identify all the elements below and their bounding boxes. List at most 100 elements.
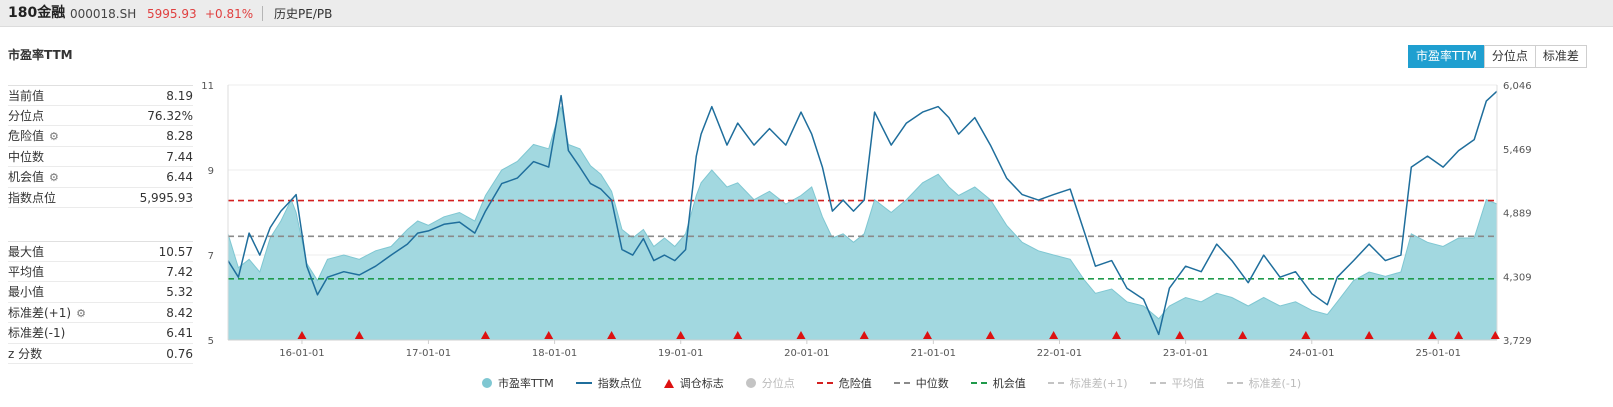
stat-value: 7.44 [166, 149, 193, 164]
panel-title: 市盈率TTM [8, 48, 73, 62]
rebalance-marker [1175, 331, 1185, 339]
stat-row-danger: 危险值 ⚙ 8.28 [8, 126, 193, 147]
rebalance-marker [676, 331, 686, 339]
x-tick-label: 23-01-01 [1163, 348, 1208, 359]
stat-label: 指数点位 [8, 190, 57, 205]
stat-label: z 分数 [8, 346, 43, 361]
rebalance-marker [297, 331, 307, 339]
stat-value: 8.19 [166, 89, 193, 103]
dash-line-icon [970, 382, 987, 384]
x-tick-label: 24-01-01 [1289, 348, 1334, 359]
legend-label: 平均值 [1171, 377, 1205, 390]
legend-item[interactable]: 标准差(+1) [1047, 375, 1128, 391]
legend-item[interactable]: 指数点位 [575, 375, 642, 391]
dash-line-icon [1226, 382, 1243, 384]
gear-icon[interactable]: ⚙ [49, 171, 59, 184]
stat-value: 7.42 [166, 264, 193, 279]
stat-label: 标准差(+1) ⚙ [8, 303, 86, 324]
chart-legend: 市盈率TTM 指数点位 调仓标志 分位点 危险值 中位数 机会值 标准差(+1) 平均值 标准差(… [482, 375, 1323, 391]
index-name: 180金融 [8, 5, 66, 21]
stat-value: 5.32 [166, 285, 193, 299]
stat-label: 标准差(-1) [8, 326, 66, 340]
stat-value: 10.57 [158, 245, 193, 259]
stat-row-std-plus: 标准差(+1) ⚙ 8.42 [8, 303, 193, 324]
rebalance-marker [544, 331, 554, 339]
stat-label: 当前值 [8, 89, 45, 103]
legend-item[interactable]: 调仓标志 [663, 375, 724, 391]
rebalance-marker [1301, 331, 1311, 339]
legend-item[interactable]: 机会值 [970, 375, 1026, 391]
gear-icon[interactable]: ⚙ [76, 306, 86, 320]
stat-row-min: 最小值 5.32 [8, 282, 193, 303]
legend-label: 中位数 [915, 377, 949, 390]
tab-std-dev[interactable]: 标准差 [1534, 45, 1587, 68]
stat-row-percentile: 分位点 76.32% [8, 106, 193, 126]
tab-pe-ttm[interactable]: 市盈率TTM [1408, 45, 1485, 68]
rebalance-marker [1454, 331, 1464, 339]
tab-percentile[interactable]: 分位点 [1483, 45, 1536, 68]
y-right-tick-label: 4,309 [1503, 272, 1532, 283]
legend-label: 标准差(-1) [1248, 377, 1302, 390]
stat-value: 8.28 [166, 129, 193, 143]
legend-item[interactable]: 分位点 [745, 375, 795, 391]
legend-label: 分位点 [761, 377, 795, 390]
index-code: 000018.SH [70, 7, 137, 21]
pe-area-outline [227, 106, 1498, 320]
stat-label: 机会值 ⚙ [8, 167, 59, 188]
stat-value: 5,995.93 [139, 190, 193, 205]
stat-row-std-minus: 标准差(-1) 6.41 [8, 323, 193, 344]
rebalance-marker [1364, 331, 1374, 339]
y-left-tick-label: 5 [208, 336, 214, 347]
stat-label: 最小值 [8, 285, 45, 299]
line-icon [575, 382, 592, 384]
stat-label-text: 机会值 [8, 170, 45, 184]
stat-row-median: 中位数 7.44 [8, 147, 193, 167]
dash-line-icon [816, 382, 833, 384]
top-header: 180金融 000018.SH 5995.93 +0.81% 历史PE/PB [0, 0, 1613, 27]
pe-chart[interactable]: 5 7 9 11 3,729 4,309 4,889 5,469 6,046 16-01-01 17… [200, 76, 1560, 376]
stat-label: 最大值 [8, 245, 45, 259]
index-price: 5995.93 [147, 7, 197, 21]
stat-row-current: 当前值 8.19 [8, 85, 193, 106]
legend-item[interactable]: 平均值 [1149, 375, 1205, 391]
legend-label: 调仓标志 [679, 377, 724, 390]
dash-line-icon [893, 382, 910, 384]
y-left-tick-label: 11 [201, 81, 214, 92]
dash-line-icon [1047, 382, 1064, 384]
rebalance-marker [480, 331, 490, 339]
x-tick-label: 19-01-01 [658, 348, 703, 359]
rebalance-marker [859, 331, 869, 339]
legend-item[interactable]: 危险值 [816, 375, 872, 391]
dot-icon [482, 378, 492, 388]
x-tick-label: 17-01-01 [406, 348, 451, 359]
header-divider [262, 6, 263, 21]
legend-item[interactable]: 市盈率TTM [482, 375, 554, 391]
dash-line-icon [1149, 382, 1166, 384]
gear-icon[interactable]: ⚙ [49, 130, 59, 143]
rebalance-marker [985, 331, 995, 339]
page-title: 历史PE/PB [274, 7, 333, 21]
stat-value: 6.41 [166, 326, 193, 340]
stat-label: 危险值 ⚙ [8, 126, 59, 147]
stat-value: 76.32% [147, 108, 193, 123]
legend-item[interactable]: 中位数 [893, 375, 949, 391]
stat-value: 6.44 [166, 170, 193, 184]
rebalance-marker [607, 331, 617, 339]
x-tick-label: 20-01-01 [784, 348, 829, 359]
y-right-tick-label: 3,729 [1503, 336, 1532, 347]
rebalance-marker [922, 331, 932, 339]
rebalance-marker [1112, 331, 1122, 339]
legend-label: 市盈率TTM [498, 377, 554, 390]
dot-icon [745, 378, 756, 388]
stats-history: 最大值 10.57 平均值 7.42 最小值 5.32 标准差(+1) ⚙ 8.4… [8, 241, 193, 364]
y-left-tick-label: 7 [208, 251, 214, 262]
legend-label: 危险值 [838, 377, 872, 390]
stat-label: 分位点 [8, 108, 45, 123]
stat-value: 0.76 [166, 346, 193, 361]
stat-value: 8.42 [166, 305, 193, 320]
triangle-icon [663, 378, 674, 388]
index-line-series [227, 90, 1498, 336]
legend-item[interactable]: 标准差(-1) [1226, 375, 1302, 391]
stat-label: 中位数 [8, 149, 45, 164]
metric-tabs: 市盈率TTM 分位点 标准差 [1408, 45, 1587, 68]
